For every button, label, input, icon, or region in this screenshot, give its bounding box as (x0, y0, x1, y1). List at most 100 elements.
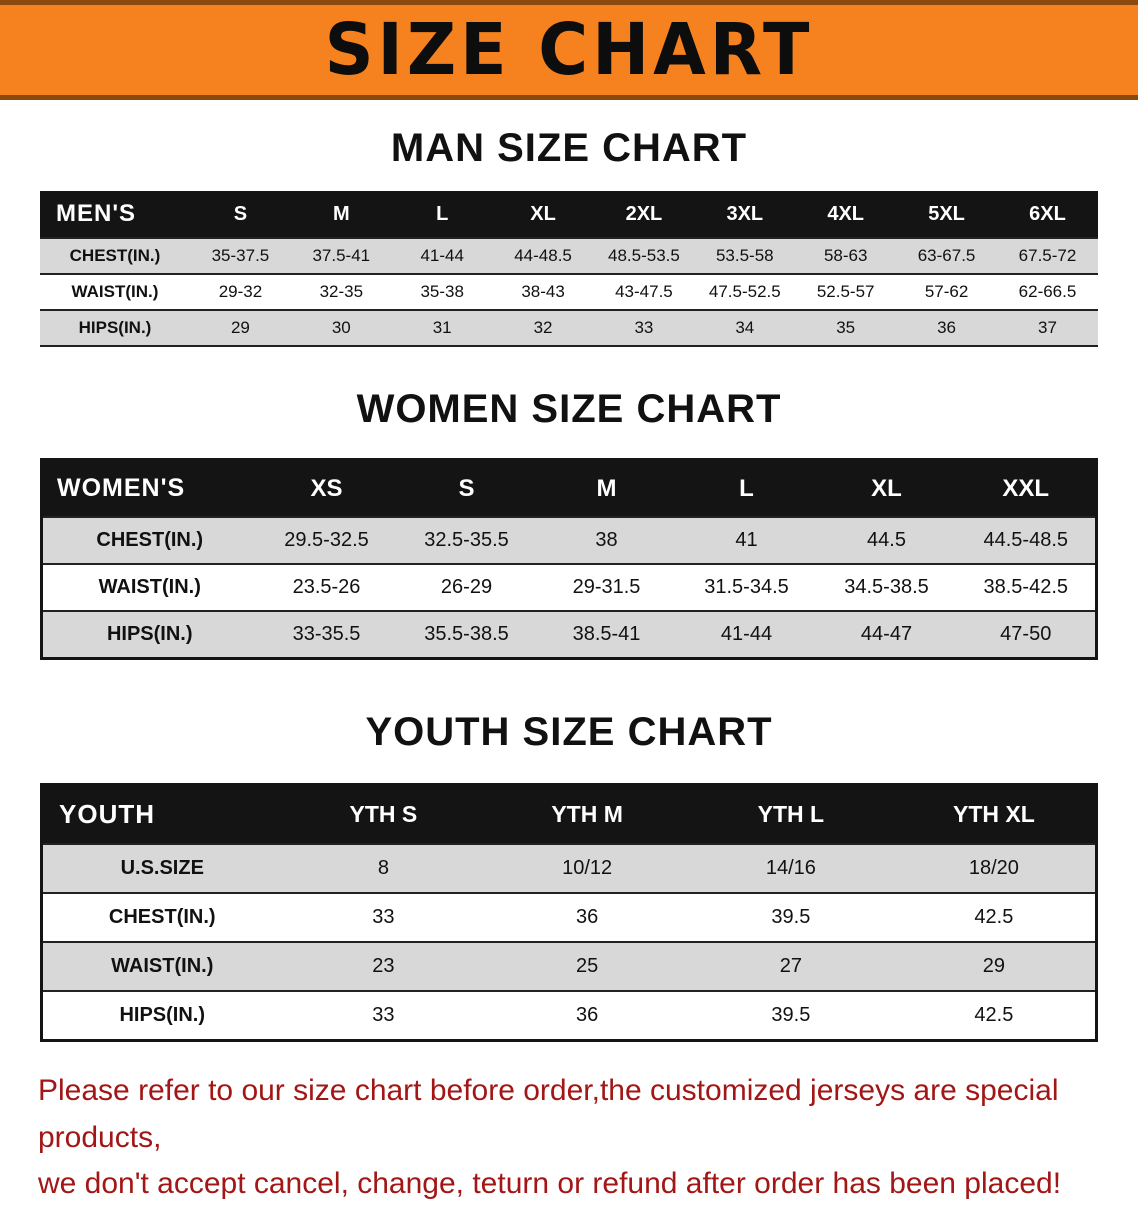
size-cell: 31.5-34.5 (704, 576, 789, 598)
women-section-heading: WOMEN SIZE CHART (356, 387, 782, 431)
column-header: 5XL (896, 191, 997, 238)
youth-size-table: YOUTH YTH S YTH M YTH L YTH XL U.S.SIZE 8 10/12… (40, 783, 1098, 1042)
table-corner-label: MEN'S (40, 191, 190, 238)
size-table: YOUTH YTH S YTH M YTH L YTH XL U.S.SIZE 8 10/12… (40, 783, 1098, 1042)
size-cell: 53.5-58 (715, 246, 774, 265)
size-cell: 29-32 (218, 282, 263, 301)
row-label: HIPS(IN.) (119, 1004, 206, 1026)
size-cell: 38 (595, 529, 618, 551)
table-row: WAIST(IN.) 23.5-26 26-29 29-31.5 31.5-34.5 34… (41, 564, 1097, 611)
size-cell: 44-48.5 (514, 246, 572, 265)
size-cell: 32-35 (319, 282, 364, 301)
table-row: HIPS(IN.) 33-35.5 35.5-38.5 38.5-41 41-44 44-… (41, 611, 1097, 659)
table-row: WAIST(IN.) 23 25 27 29 (41, 942, 1097, 991)
size-cell: 47-50 (1000, 623, 1052, 645)
size-cell: 8 (377, 857, 389, 879)
size-cell: 36 (576, 1004, 599, 1026)
row-label: HIPS(IN.) (106, 623, 193, 645)
size-cell: 26-29 (440, 576, 493, 598)
size-table: WOMEN'S XS S M L XL XXL CHEST(IN.) 29.5-32.5 32.5… (40, 458, 1098, 660)
size-cell: 23.5-26 (292, 576, 361, 598)
table-row: CHEST(IN.) 29.5-32.5 32.5-35.5 38 41 44.5 44.5… (41, 517, 1097, 564)
size-cell: 36 (576, 906, 599, 928)
size-cell: 32 (533, 318, 553, 337)
size-cell: 43-47.5 (615, 282, 673, 301)
table-header-row: YOUTH YTH S YTH M YTH L YTH XL (41, 784, 1097, 844)
page-title: SIZE CHART (324, 8, 814, 92)
size-cell: 47.5-52.5 (708, 282, 781, 301)
column-header: 3XL (694, 191, 796, 238)
column-header: M (536, 459, 677, 517)
row-label: WAIST(IN.) (98, 576, 201, 598)
table-row: CHEST(IN.) 35-37.5 37.5-41 41-44 44-48.5 48.5… (40, 238, 1098, 274)
column-header: L (676, 459, 817, 517)
size-cell: 42.5 (974, 1004, 1014, 1026)
table-row: WAIST(IN.) 29-32 32-35 35-38 38-43 43-47.5 47.… (40, 274, 1098, 310)
size-cell: 38.5-41 (572, 623, 641, 645)
table-corner-label: WOMEN'S (41, 459, 257, 517)
column-header: 2XL (593, 191, 695, 238)
women-size-table: WOMEN'S XS S M L XL XXL CHEST(IN.) 29.5-32.5 32.5… (40, 458, 1098, 660)
size-cell: 58-63 (823, 246, 868, 265)
size-cell: 35 (836, 318, 856, 337)
column-header: XL (816, 459, 957, 517)
table-row: HIPS(IN.) 29 30 31 32 33 34 35 36 37 (40, 310, 1098, 346)
size-cell: 29.5-32.5 (284, 529, 369, 551)
notice-line-2: we don't accept cancel, change, teturn o… (38, 1167, 1062, 1200)
table-header-row: WOMEN'S XS S M L XL XXL (41, 459, 1097, 517)
size-cell: 41 (735, 529, 758, 551)
section-women: WOMEN SIZE CHART WOMEN'S XS S M L XL XXL CHEST(… (0, 387, 1138, 660)
size-cell: 33 (634, 318, 654, 337)
size-cell: 35-37.5 (211, 246, 270, 265)
size-cell: 31 (432, 318, 452, 337)
size-cell: 57-62 (924, 282, 969, 301)
size-cell: 35-38 (420, 282, 464, 301)
size-cell: 37.5-41 (312, 246, 371, 265)
size-chart-content: MAN SIZE CHART MEN'S S M L XL 2XL 3XL 4XL 5XL 6XL… (0, 126, 1138, 1208)
row-label: WAIST(IN.) (71, 282, 159, 301)
men-section-heading: MAN SIZE CHART (390, 126, 748, 170)
size-cell: 29-31.5 (572, 576, 641, 598)
column-header: YTH M (485, 784, 689, 844)
size-cell: 41-44 (720, 623, 773, 645)
size-cell: 36 (937, 318, 957, 337)
size-cell: 30 (331, 318, 351, 337)
table-row: CHEST(IN.) 33 36 39.5 42.5 (41, 893, 1097, 942)
column-header: 4XL (795, 191, 897, 238)
size-cell: 34.5-38.5 (844, 576, 929, 598)
column-header: S (190, 191, 291, 238)
size-cell: 35.5-38.5 (424, 623, 509, 645)
size-cell: 48.5-53.5 (608, 246, 680, 265)
size-cell: 10/12 (562, 857, 613, 879)
row-label: HIPS(IN.) (78, 318, 152, 337)
size-cell: 25 (576, 955, 599, 977)
men-size-table: MEN'S S M L XL 2XL 3XL 4XL 5XL 6XL CHEST(IN.) 35-37… (40, 191, 1098, 347)
size-cell: 18/20 (968, 857, 1019, 879)
size-cell: 44.5 (867, 529, 906, 551)
column-header: L (391, 191, 493, 238)
row-label: WAIST(IN.) (111, 955, 214, 977)
size-cell: 44.5-48.5 (983, 529, 1068, 551)
row-label: CHEST(IN.) (108, 906, 216, 928)
banner: SIZE CHART (0, 0, 1138, 100)
size-cell: 32.5-35.5 (424, 529, 509, 551)
size-table: MEN'S S M L XL 2XL 3XL 4XL 5XL 6XL CHEST(IN.) 35-37… (40, 191, 1098, 347)
notice-line-1: Please refer to our size chart before or… (38, 1074, 1059, 1154)
column-header: YTH L (689, 784, 893, 844)
table-corner-label: YOUTH (41, 784, 282, 844)
size-cell: 52.5-57 (816, 282, 875, 301)
column-header: XL (492, 191, 594, 238)
size-cell: 37 (1038, 318, 1057, 337)
size-cell: 67.5-72 (1018, 246, 1077, 265)
size-cell: 38.5-42.5 (983, 576, 1068, 598)
size-cell: 63-67.5 (917, 246, 976, 265)
youth-section-heading: YOUTH SIZE CHART (365, 710, 773, 754)
column-header: XS (256, 459, 397, 517)
size-cell: 33 (372, 1004, 395, 1026)
size-cell: 39.5 (771, 1004, 811, 1026)
size-cell: 62-66.5 (1018, 282, 1077, 301)
row-label: CHEST(IN.) (96, 529, 204, 551)
column-header: M (290, 191, 392, 238)
column-header: XXL (956, 459, 1097, 517)
size-cell: 34 (735, 318, 755, 337)
